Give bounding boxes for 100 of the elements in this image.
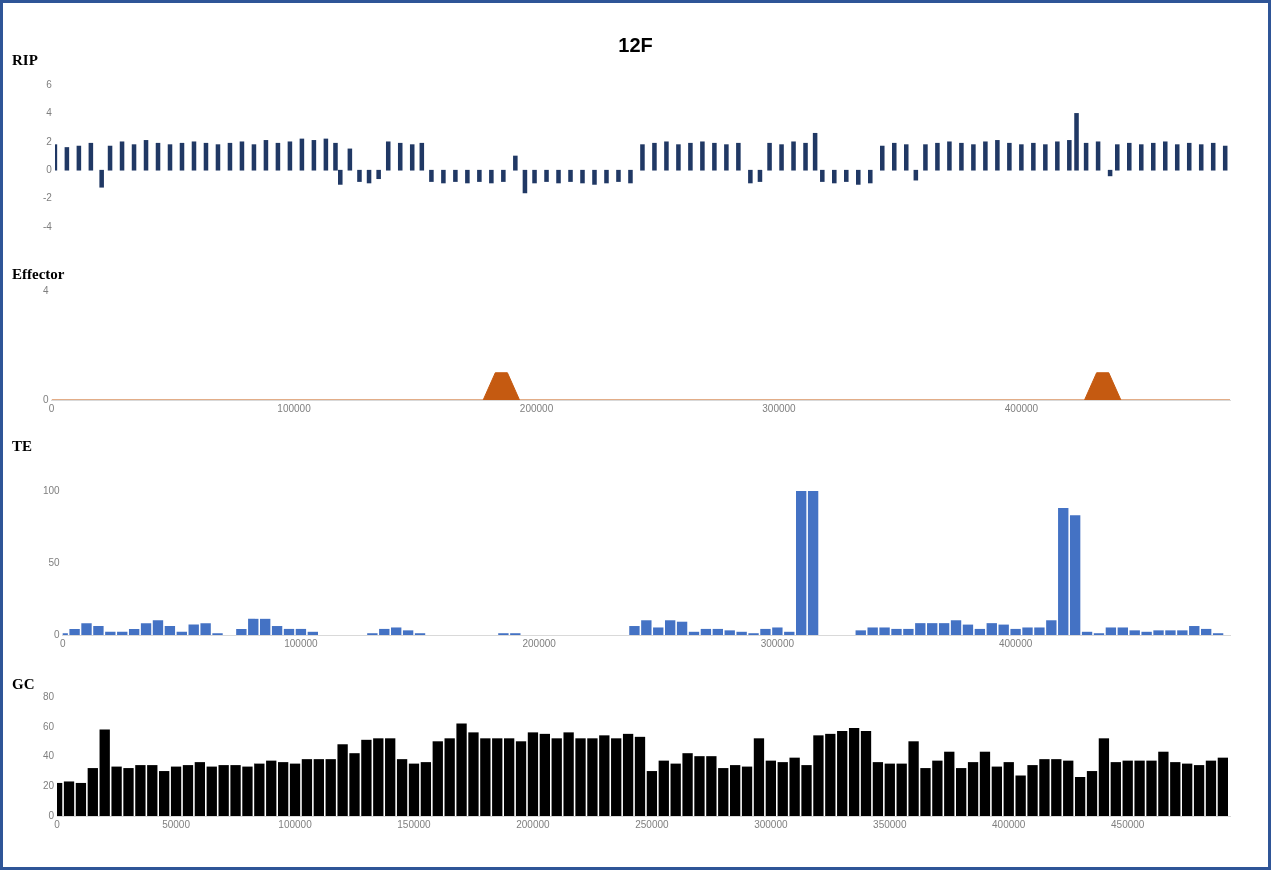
bar [807, 491, 819, 635]
bar [385, 141, 391, 171]
bar [441, 169, 446, 184]
bar [167, 144, 173, 171]
y-tick-label: 20 [43, 780, 55, 791]
x-tick-label: 400000 [998, 637, 1033, 649]
bar [791, 141, 796, 171]
bar [1098, 738, 1110, 816]
bar [640, 144, 645, 171]
bar [271, 626, 283, 635]
bar [959, 142, 964, 171]
y-axis-title: GC [12, 676, 35, 693]
bar [391, 627, 402, 635]
bar [87, 768, 98, 816]
x-tick-label: 100000 [277, 402, 312, 414]
bar [700, 141, 705, 171]
y-tick-label: 2 [46, 135, 53, 147]
bar [307, 631, 319, 635]
bar [75, 782, 87, 816]
x-tick-label: 200000 [519, 402, 554, 414]
bar [465, 169, 470, 184]
bar [1095, 141, 1101, 171]
bar [611, 738, 622, 816]
bar [131, 144, 137, 171]
bar [856, 169, 861, 185]
y-tick-label: 6 [46, 78, 53, 90]
bar [532, 169, 537, 184]
y-tick-label: 40 [43, 750, 55, 762]
bar [408, 763, 420, 816]
bar [950, 620, 962, 635]
bar [938, 623, 950, 635]
bar [879, 145, 885, 171]
bar [206, 766, 217, 816]
bar [1162, 141, 1168, 171]
bar [971, 144, 976, 171]
bar [956, 768, 967, 816]
bar [1067, 140, 1072, 171]
bar [159, 771, 170, 816]
bar [1105, 627, 1117, 635]
bar [676, 621, 688, 635]
bar [616, 169, 621, 182]
bar [634, 736, 646, 816]
bar [119, 141, 125, 171]
bar [357, 169, 362, 182]
bar [539, 733, 550, 816]
bar [712, 628, 723, 635]
bar [1086, 771, 1098, 816]
bar [140, 623, 152, 635]
bar [983, 141, 988, 171]
bar [974, 628, 986, 635]
x-tick-label: 300000 [762, 402, 797, 414]
bar [1115, 144, 1120, 171]
bar [700, 628, 712, 635]
bar [903, 144, 909, 171]
bar [724, 144, 729, 171]
x-tick-label: 300000 [760, 637, 795, 649]
bar [646, 771, 658, 816]
x-tick-label: 450000 [1111, 818, 1145, 830]
bar [604, 169, 609, 184]
bar [991, 766, 1003, 816]
bar [287, 141, 293, 171]
bar [170, 766, 182, 816]
bar [568, 169, 573, 182]
bar [844, 169, 849, 182]
bar [152, 620, 164, 635]
bar [289, 763, 301, 816]
bar [1117, 627, 1128, 635]
bar [868, 169, 873, 184]
bar [736, 142, 741, 171]
bar [1217, 757, 1229, 816]
x-tick-label: 150000 [397, 818, 432, 830]
y-tick-label: 100 [43, 484, 61, 496]
bar [239, 141, 245, 171]
bar [748, 169, 753, 184]
bar [688, 631, 700, 635]
y-tick-label: -4 [42, 220, 53, 232]
bar [962, 624, 974, 635]
bar [429, 169, 434, 182]
bar [420, 762, 432, 816]
bar [967, 762, 979, 816]
bar [64, 147, 70, 171]
bar [1081, 631, 1093, 635]
bar [935, 142, 940, 171]
bar [313, 759, 324, 816]
bar [1174, 144, 1180, 171]
bar [979, 751, 991, 816]
bar [1043, 144, 1048, 171]
bar [1074, 113, 1079, 171]
bar [1205, 760, 1217, 816]
bar [652, 142, 657, 171]
bar [453, 169, 458, 182]
bar [767, 142, 772, 171]
y-axis-title: Effector [12, 266, 65, 283]
bar [194, 762, 206, 816]
bar [592, 169, 597, 185]
bar [884, 763, 895, 816]
bar [1031, 142, 1036, 171]
bar [215, 144, 221, 171]
bar [477, 169, 482, 182]
bar [779, 144, 784, 171]
